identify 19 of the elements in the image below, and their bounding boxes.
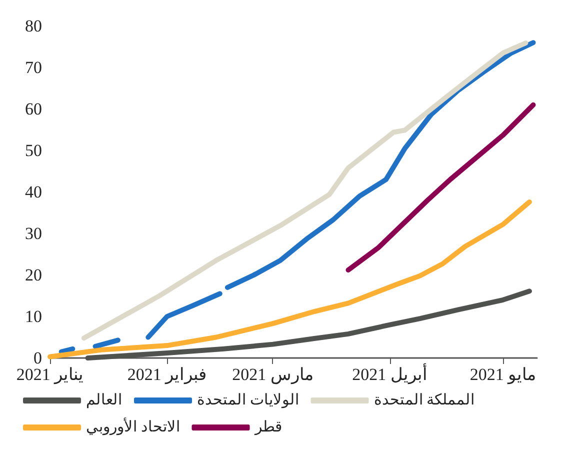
y-tick-label: 0: [34, 348, 42, 368]
y-tick-label: 10: [25, 307, 42, 326]
y-tick-label: 20: [25, 266, 42, 284]
x-tick-label: فبراير 2021: [127, 365, 207, 385]
legend-label: العالم: [86, 392, 122, 408]
legend-label: المملكة المتحدة: [374, 392, 474, 408]
y-tick-label: 40: [25, 182, 42, 202]
x-tick-label: أبريل 2021: [352, 363, 428, 385]
legend-label: الاتحاد الأوروبي: [86, 418, 180, 436]
y-tick-label: 70: [25, 58, 42, 77]
y-tick-label: 80: [25, 16, 42, 36]
x-tick-label: يناير 2021: [16, 365, 84, 385]
x-tick-label: مايو 2021: [470, 365, 536, 385]
y-tick-label: 50: [25, 141, 42, 160]
y-tick-label: 60: [25, 100, 42, 118]
y-tick-label: 30: [25, 224, 42, 243]
legend-label: الولايات المتحدة: [197, 392, 299, 408]
x-tick-label: مارس 2021: [232, 365, 314, 385]
legend-label: قطر: [254, 420, 282, 436]
